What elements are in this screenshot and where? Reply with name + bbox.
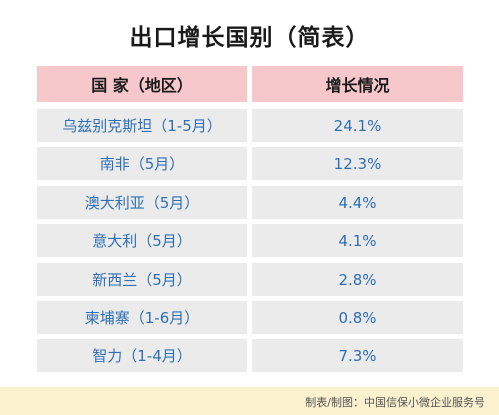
row-country: 澳大利亚（5月） [37,186,247,219]
row-growth: 4.1% [252,224,463,257]
page-title: 出口增长国别（简表） [129,25,370,51]
row-country: 柬埔寨（1-6月） [37,301,247,334]
row-growth: 24.1% [252,109,463,142]
footer-bar: 制表/制图：中国信保小微企业服务号 [0,387,499,415]
header-country: 国 家（地区） [37,66,247,102]
row-growth: 4.4% [252,186,463,219]
row-growth: 2.8% [252,263,463,296]
row-growth: 7.3% [252,339,463,372]
row-country: 智力（1-4月） [37,339,247,372]
header-growth: 增长情况 [252,66,463,102]
row-growth: 0.8% [252,301,463,334]
row-country: 意大利（5月） [37,224,247,257]
row-country: 南非（5月） [37,147,247,180]
row-country: 乌兹别克斯坦（1-5月） [37,109,247,142]
row-country: 新西兰（5月） [37,263,247,296]
row-growth: 12.3% [252,147,463,180]
footer-credit: 制表/制图：中国信保小微企业服务号 [305,396,485,409]
